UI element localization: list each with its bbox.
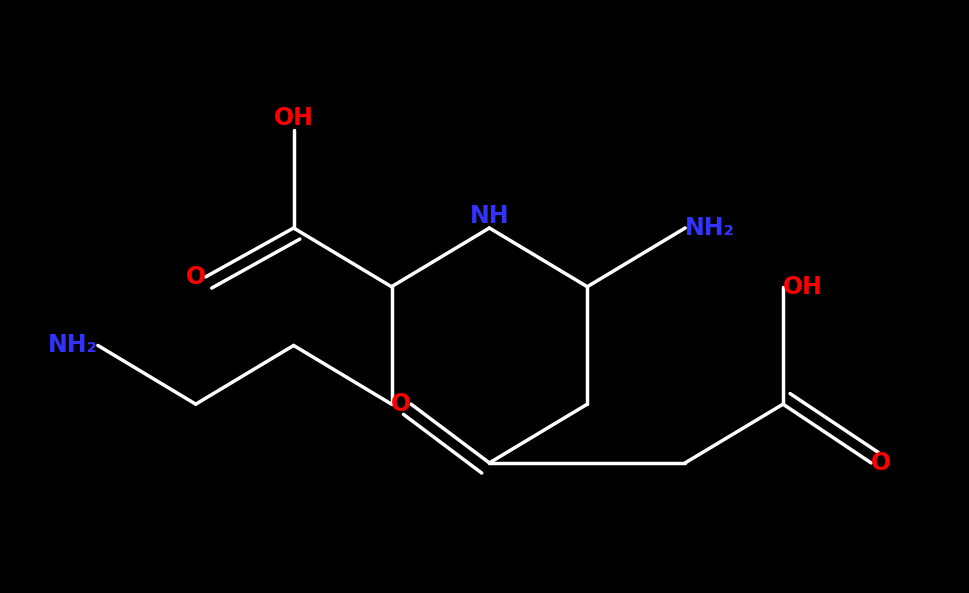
Text: NH: NH — [470, 204, 509, 228]
Text: NH₂: NH₂ — [48, 333, 98, 358]
Text: O: O — [185, 265, 205, 289]
Text: OH: OH — [273, 106, 314, 130]
Text: O: O — [871, 451, 891, 475]
Text: O: O — [391, 392, 411, 416]
Text: NH₂: NH₂ — [685, 216, 735, 240]
Text: OH: OH — [783, 275, 823, 299]
